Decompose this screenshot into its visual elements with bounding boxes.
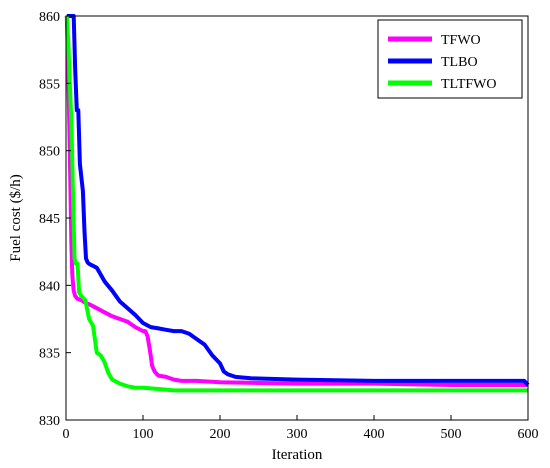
- x-tick-label: 100: [133, 427, 154, 442]
- y-tick-label: 835: [39, 347, 60, 362]
- legend-label-tlbo: TLBO: [441, 55, 478, 70]
- legend-label-tfwo: TFWO: [441, 33, 481, 48]
- y-tick-label: 830: [39, 414, 60, 429]
- x-tick-label: 200: [210, 427, 231, 442]
- y-tick-label: 855: [39, 77, 60, 92]
- y-tick-label: 860: [39, 10, 60, 25]
- x-tick-label: 400: [364, 427, 385, 442]
- legend: TFWO TLBO TLTFWO: [377, 19, 523, 99]
- x-tick-label: 500: [441, 427, 462, 442]
- x-axis-label: Iteration: [272, 447, 323, 463]
- x-tick-label: 0: [63, 427, 70, 442]
- tick-layer: 0 100 200 300 400 500 600 830 835 840 845 850 855 860: [39, 10, 539, 442]
- series-line-tlbo: [66, 14, 530, 387]
- series-layer: [64, 14, 530, 393]
- y-tick-label: 845: [39, 212, 60, 227]
- series-line-tfwo: [64, 15, 528, 387]
- y-axis-label: Fuel cost ($/h): [8, 174, 24, 262]
- legend-label-tltfwo: TLTFWO: [441, 77, 496, 92]
- x-tick-label: 300: [287, 427, 308, 442]
- y-tick-label: 850: [39, 145, 60, 160]
- x-tick-label: 600: [518, 427, 539, 442]
- series-line-tltfwo: [64, 15, 528, 393]
- y-tick-label: 840: [39, 279, 60, 294]
